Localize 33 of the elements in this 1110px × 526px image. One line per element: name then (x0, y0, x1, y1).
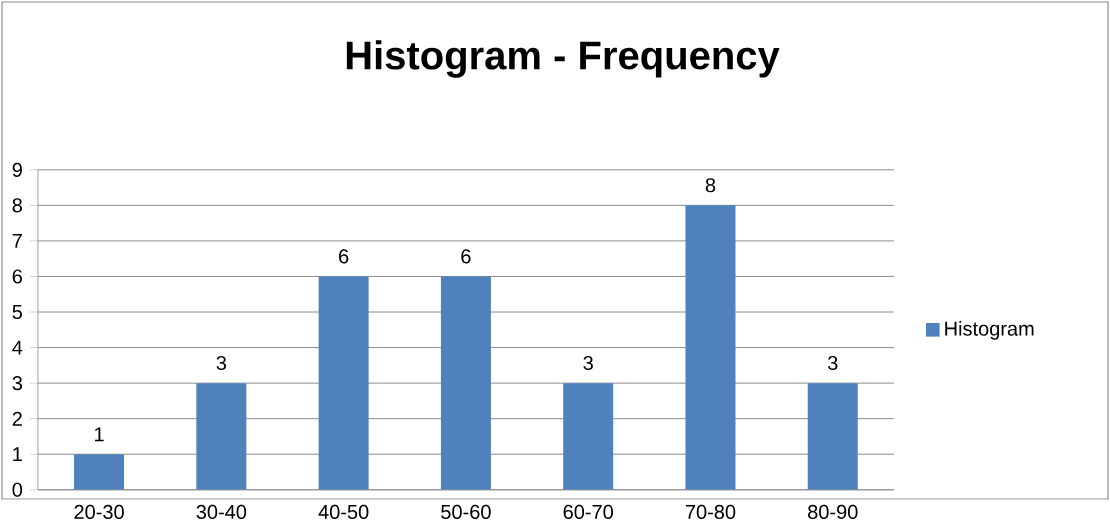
data-label: 8 (705, 178, 716, 193)
y-tick-label: 6 (12, 269, 22, 284)
x-tick-label: 50-60 (441, 505, 491, 520)
bar (807, 383, 858, 490)
x-tick-label: 60-70 (563, 505, 613, 520)
y-tick-label: 3 (12, 376, 22, 391)
x-tick-label: 70-80 (685, 505, 736, 520)
y-tick-label: 8 (12, 198, 22, 213)
bar (196, 383, 247, 490)
x-tick-label: 20-30 (74, 505, 124, 520)
x-tick-label: 30-40 (196, 505, 247, 520)
y-tick-label: 1 (13, 447, 22, 462)
bar (74, 454, 125, 490)
legend-label: Histogram (945, 321, 1034, 340)
data-label: 3 (827, 356, 838, 371)
x-tick-label: 80-90 (808, 505, 858, 520)
bar (440, 276, 491, 490)
y-tick-label: 2 (12, 411, 22, 426)
y-tick-label: 7 (12, 234, 22, 248)
y-tick-label: 4 (12, 340, 23, 355)
bar (685, 205, 736, 490)
x-tick-label: 40-50 (318, 505, 369, 520)
chart-title: Histogram - Frequency (346, 40, 780, 78)
y-tick-label: 5 (12, 305, 23, 320)
bar (318, 276, 369, 490)
data-label: 1 (95, 427, 104, 442)
bar (563, 383, 614, 490)
data-label: 3 (216, 356, 227, 371)
y-tick-label: 9 (12, 162, 22, 178)
data-label: 6 (461, 249, 471, 264)
data-label: 3 (583, 356, 593, 371)
data-label: 6 (339, 249, 349, 264)
y-tick-label: 0 (12, 482, 23, 498)
